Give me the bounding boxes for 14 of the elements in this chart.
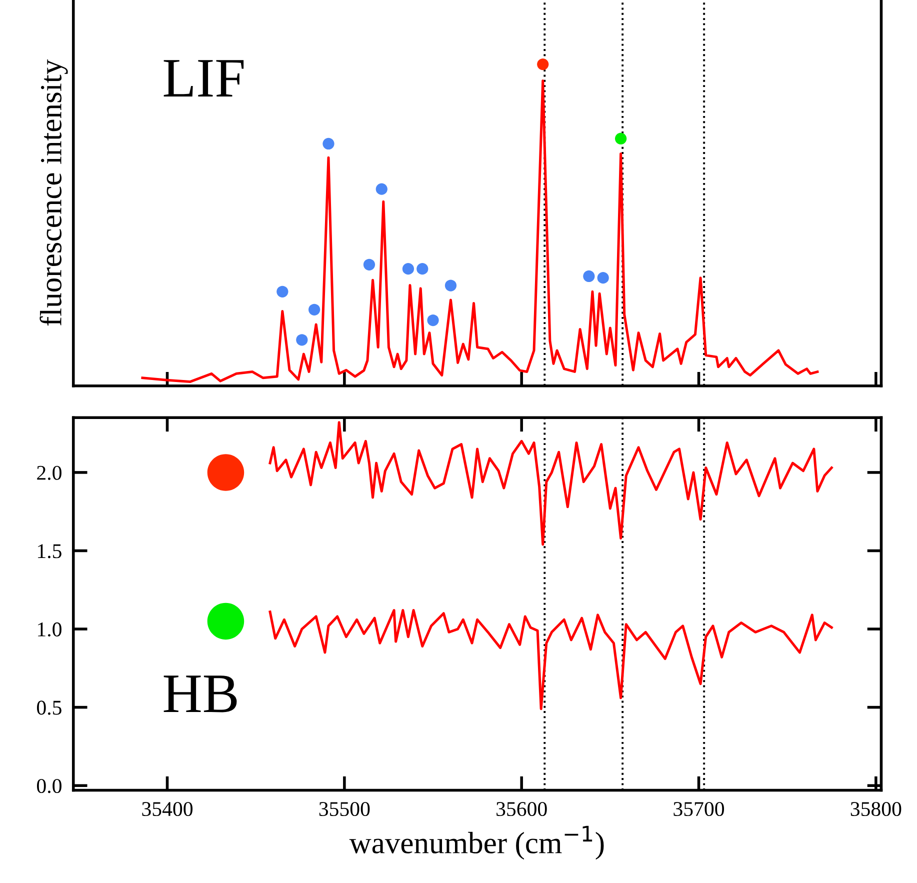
x-tick-label: 35500: [319, 802, 370, 816]
x-tick-label: 35700: [674, 802, 724, 816]
annotation: LIF: [164, 60, 244, 96]
x-tick-label: 35400: [142, 802, 193, 816]
x-axis-title: wavenumber (cm$^{−1}$): [349, 826, 604, 860]
y-tick-label: 0.0: [37, 778, 62, 794]
x-tick-label: 35800: [850, 802, 902, 816]
y-axis-title: fluorescence intensity: [40, 59, 68, 326]
annotation: HB: [164, 676, 237, 712]
y-tick-label: 0.5: [37, 700, 62, 715]
y-tick-label: 1.5: [38, 544, 62, 558]
x-tick-label: 35600: [496, 802, 547, 816]
y-tick-label: 2.0: [37, 466, 62, 480]
y-tick-label: 1.0: [38, 622, 62, 637]
